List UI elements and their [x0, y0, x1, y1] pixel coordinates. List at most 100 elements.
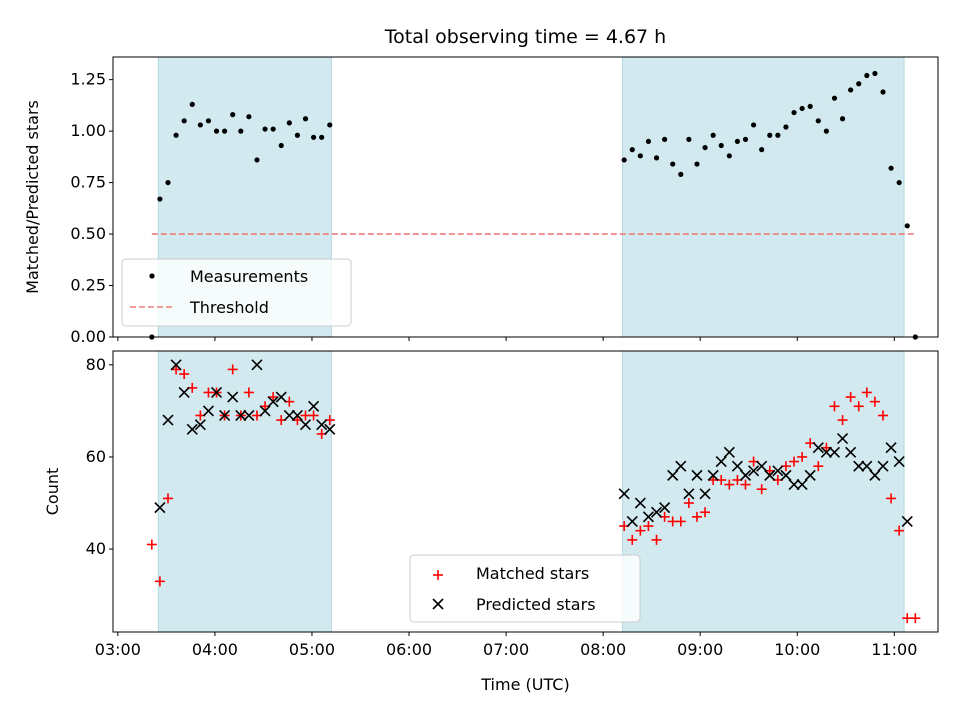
- measurement-point-34: [710, 132, 716, 138]
- matched-star-point-40: [756, 484, 767, 495]
- legend-threshold-label: Threshold: [189, 298, 269, 317]
- matched-star-point-30: [675, 516, 686, 527]
- predicted-star-point-49: [836, 432, 849, 445]
- measurement-point-15: [270, 126, 276, 132]
- xtick-label: 04:00: [192, 640, 238, 659]
- measurement-point-48: [823, 128, 829, 134]
- predicted-star-point-26: [650, 506, 663, 518]
- predicted-star-point-9: [227, 391, 239, 403]
- predicted-star-point-45: [804, 469, 816, 481]
- xtick-label: 11:00: [871, 640, 917, 659]
- matched-star-point-20: [308, 410, 319, 421]
- predicted-star-point-57-b: [901, 515, 913, 528]
- predicted-star-point-13-b: [259, 405, 271, 417]
- matched-star-point-51: [845, 392, 856, 403]
- bottom-ytick-label: 60: [86, 447, 106, 466]
- predicted-star-point-15: [275, 391, 287, 403]
- predicted-star-point-54: [877, 460, 889, 472]
- measurement-point-1: [157, 196, 163, 202]
- measurement-point-57: [896, 179, 902, 186]
- predicted-star-point-53: [869, 469, 881, 481]
- matched-star-point-3: [171, 364, 182, 375]
- predicted-star-point-24-b: [634, 497, 646, 509]
- xtick-label: 07:00: [483, 640, 529, 659]
- matched-star-point-44: [789, 456, 800, 467]
- matched-star-point-0: [146, 539, 157, 550]
- predicted-star-point-3-b: [178, 386, 190, 399]
- top-legend-box: [121, 258, 352, 327]
- predicted-star-point-9-b: [227, 391, 239, 403]
- measurement-point-23: [621, 157, 627, 163]
- legend-predicted-marker-b: [432, 598, 444, 610]
- predicted-star-point-21-b: [324, 423, 336, 435]
- predicted-star-point-7-b: [210, 386, 223, 399]
- predicted-star-point-23: [626, 515, 638, 528]
- measurement-point-30: [678, 171, 684, 177]
- xtick-label: 10:00: [774, 640, 820, 659]
- predicted-star-point-47-b: [820, 446, 832, 458]
- predicted-star-point-22: [618, 488, 630, 500]
- measurement-point-7: [205, 118, 212, 124]
- bottom-shaded-window-2: [622, 350, 905, 633]
- top-ytick-label: 0.75: [70, 173, 106, 192]
- predicted-star-point-13: [259, 405, 271, 417]
- matched-star-point-53: [861, 387, 872, 398]
- matched-star-point-1: [154, 576, 165, 587]
- measurement-point-22: [327, 122, 333, 128]
- measurement-point-43: [783, 124, 789, 130]
- predicted-star-point-19: [308, 400, 320, 412]
- predicted-star-point-2-b: [170, 359, 182, 371]
- matched-star-point-52: [853, 401, 864, 412]
- predicted-star-point-4-b: [186, 423, 198, 435]
- predicted-star-point-53-b: [869, 469, 881, 481]
- measurement-point-24: [629, 147, 635, 153]
- matched-star-point-38: [740, 479, 751, 490]
- matched-star-point-49: [829, 401, 840, 412]
- predicted-star-point-42: [780, 469, 792, 481]
- predicted-star-point-20-b: [316, 419, 328, 431]
- predicted-star-point-50-b: [845, 446, 857, 458]
- predicted-star-point-18-b: [299, 419, 312, 431]
- legend-predicted-label: Predicted stars: [476, 595, 596, 614]
- measurement-point-54: [872, 70, 878, 77]
- measurement-point-8: [213, 128, 220, 134]
- predicted-star-point-35-b: [723, 446, 735, 458]
- predicted-star-point-37: [739, 469, 752, 481]
- predicted-star-point-48-b: [828, 446, 841, 458]
- measurement-point-55: [880, 89, 886, 95]
- predicted-star-point-25: [642, 511, 655, 523]
- measurement-point-10: [230, 112, 236, 118]
- predicted-star-point-34-b: [715, 455, 727, 468]
- measurement-point-31: [686, 136, 692, 142]
- predicted-star-point-15-b: [275, 391, 287, 403]
- predicted-star-point-3: [178, 386, 190, 399]
- measurement-point-4: [181, 118, 187, 124]
- bottom-ytick-label: 40: [86, 539, 106, 558]
- xtick-label: 05:00: [289, 640, 335, 659]
- predicted-star-point-28: [667, 469, 679, 481]
- measurement-point-13: [254, 157, 260, 163]
- predicted-star-point-32: [699, 488, 711, 500]
- measurement-point-37: [734, 138, 741, 145]
- bottom-ylabel: Count: [43, 468, 62, 516]
- matched-star-point-59: [910, 613, 921, 624]
- measurement-point-44: [791, 109, 797, 116]
- predicted-star-point-36: [731, 460, 743, 472]
- predicted-star-point-42-b: [780, 469, 792, 481]
- measurement-point-11: [238, 128, 244, 134]
- measurement-point-42: [775, 132, 781, 138]
- predicted-star-point-23-b: [626, 515, 638, 528]
- predicted-star-point-56: [893, 455, 905, 468]
- measurement-point-18: [294, 132, 301, 138]
- predicted-star-point-54-b: [877, 460, 889, 472]
- predicted-star-point-33: [707, 469, 719, 481]
- predicted-star-point-1-b: [162, 414, 174, 426]
- predicted-star-point-49-b: [836, 432, 849, 445]
- predicted-star-point-34: [715, 455, 727, 468]
- predicted-star-point-10: [235, 409, 247, 422]
- measurement-point-45: [799, 105, 805, 112]
- predicted-star-point-35: [723, 446, 735, 458]
- measurement-point-16: [278, 142, 284, 149]
- predicted-star-point-43-b: [788, 479, 800, 491]
- measurement-point-40: [759, 147, 765, 153]
